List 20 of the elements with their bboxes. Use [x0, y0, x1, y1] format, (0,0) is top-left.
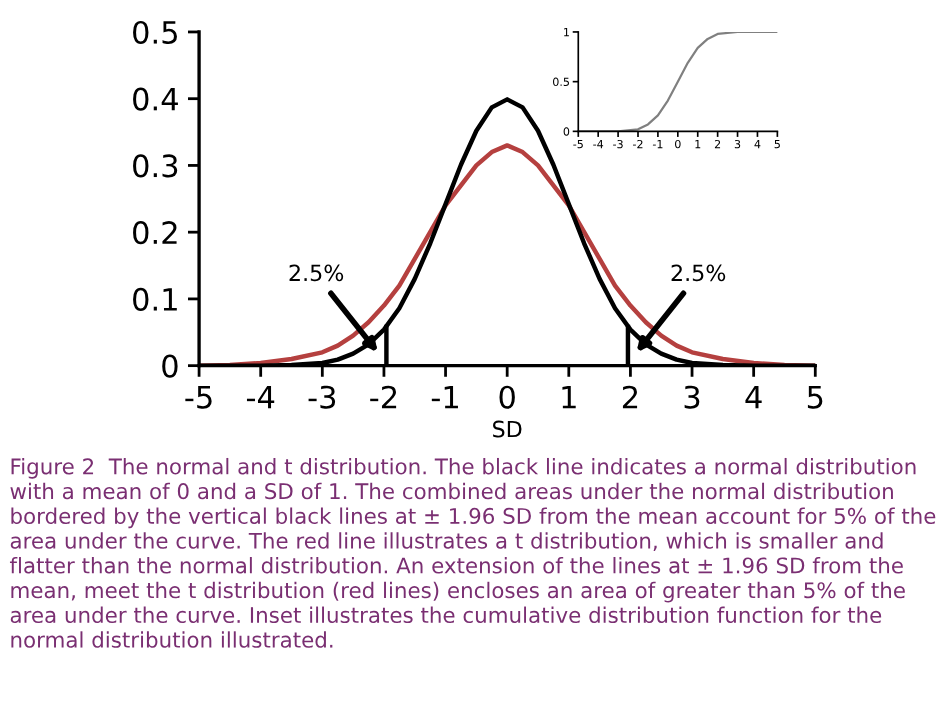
y-tick-label: 0 — [162, 354, 178, 378]
x-axis-title: SD — [493, 420, 522, 438]
x-tick-label: 2 — [622, 385, 638, 409]
annotation: 2.5% — [289, 264, 344, 282]
y-tick-label: 0.2 — [133, 221, 177, 245]
y-tick-label: 0.4 — [133, 87, 178, 111]
x-tick-label: 4 — [745, 386, 762, 409]
x-tick-label: 5 — [807, 386, 823, 409]
x-tick-label: -3 — [308, 385, 336, 409]
caption: Figure 2 The normal and t distribution. The black line indicates a normal distribution with a mean of 0 and a SD of 1. The combined areas under the normal distribution bordered by the vertical black lines at ± 1.96 SD from the mean account for 5% of the area under the curve. The red line illustrates a t distribution, which is smaller and flatter than the normal distribution. An extension of the lines at ± 1.96 SD from the mean, meet the t distribution (red lines) encloses an area of greater than 5% of the area under the curve. Inset illustrates the cumulative distribution function for the normal distribution illustrated. — [9, 457, 936, 648]
x-tick-label: -1 — [431, 386, 458, 409]
y-tick-label: 0.3 — [133, 154, 178, 178]
x-tick-label: 0 — [499, 385, 515, 409]
x-tick-label: 3 — [684, 385, 700, 409]
y-tick-label: 0.5 — [133, 20, 177, 44]
x-tick-label: -2 — [370, 385, 397, 409]
annotation: 2.5% — [671, 264, 726, 282]
x-tick-label: -4 — [246, 386, 275, 409]
x-tick-label: -5 — [185, 386, 212, 409]
y-tick-label: 0.1 — [133, 287, 177, 311]
